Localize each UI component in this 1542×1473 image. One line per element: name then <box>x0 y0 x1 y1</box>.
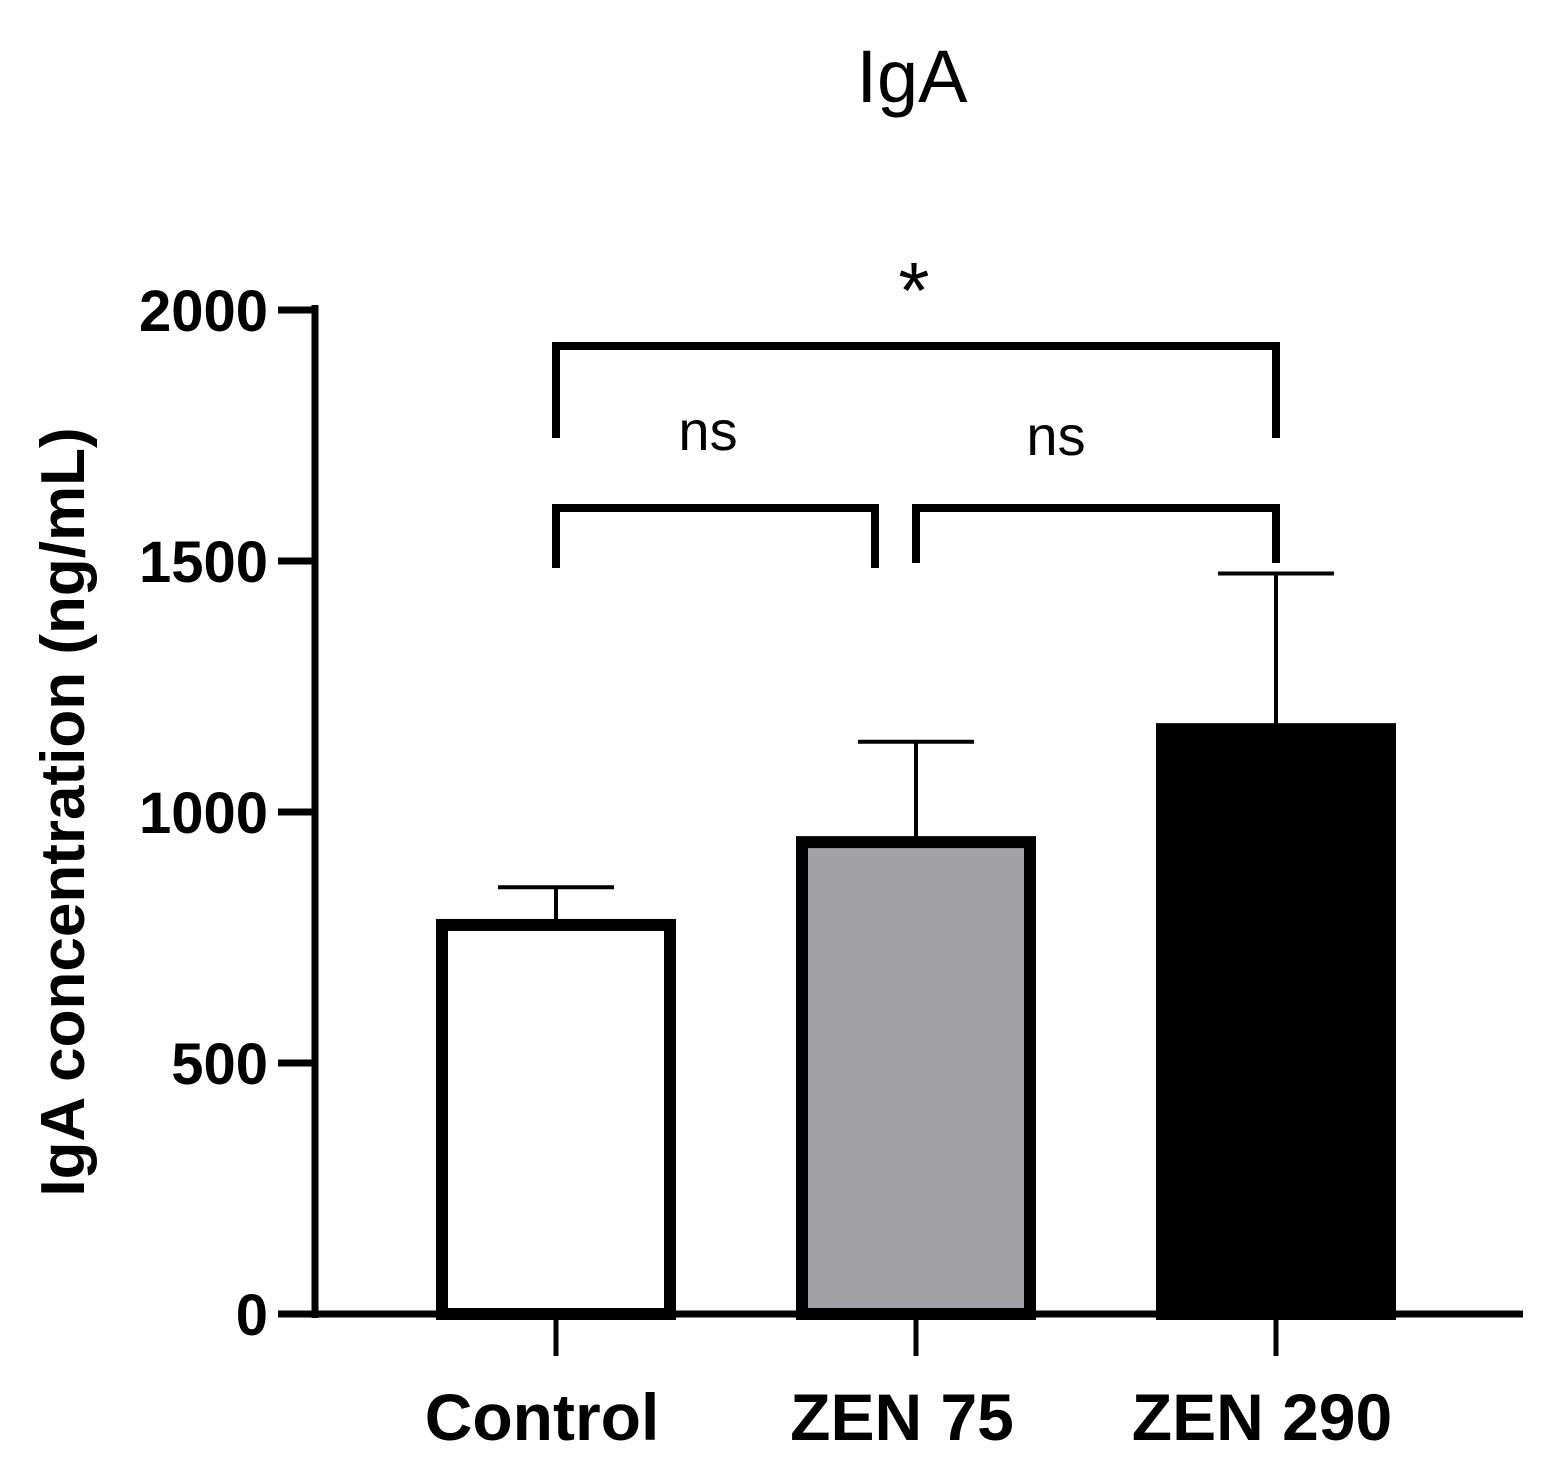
y-tick-label: 0 <box>236 1283 268 1348</box>
x-ticks: Control ZEN 75 ZEN 290 <box>425 1314 1392 1454</box>
error-bar <box>498 885 614 925</box>
y-tick-label: 1500 <box>139 530 268 595</box>
x-tick-label: Control <box>425 1380 660 1454</box>
significance-label: * <box>898 246 929 335</box>
significance-bracket: ns <box>912 404 1280 563</box>
y-axis-label: IgA concentration (ng/mL) <box>29 427 98 1196</box>
x-tick-label: ZEN 75 <box>790 1380 1014 1454</box>
error-bar <box>858 739 974 843</box>
bar <box>436 918 676 1320</box>
y-tick-label: 2000 <box>139 279 268 344</box>
error-bars <box>498 571 1334 925</box>
significance-label: ns <box>678 399 737 462</box>
error-bar <box>1218 571 1334 730</box>
significance-label: ns <box>1026 404 1085 467</box>
y-tick-label: 1000 <box>139 781 268 846</box>
significance-bracket: * <box>552 246 1280 438</box>
x-tick-label: ZEN 290 <box>1132 1380 1392 1454</box>
y-tick-label: 500 <box>171 1032 268 1097</box>
y-ticks: 0 500 1000 1500 2000 <box>139 279 315 1348</box>
chart-title: IgA <box>856 35 968 118</box>
significance-bracket: ns <box>552 399 879 568</box>
bar <box>796 836 1036 1320</box>
bar <box>1156 723 1396 1320</box>
significance-brackets: ns ns * <box>552 246 1280 568</box>
